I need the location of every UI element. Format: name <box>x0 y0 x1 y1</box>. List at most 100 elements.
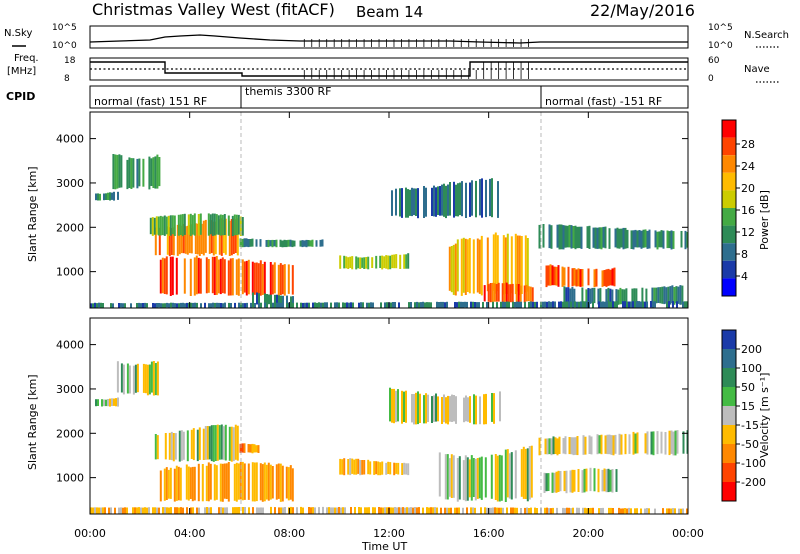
power-cell <box>239 238 242 247</box>
velocity-cell <box>95 399 97 407</box>
power-cell <box>299 240 302 247</box>
power-cell <box>379 255 382 268</box>
velocity-cell <box>355 458 358 475</box>
velocity-cell <box>474 458 477 501</box>
velocity-cell <box>544 507 546 514</box>
velocity-cell <box>640 508 642 514</box>
power-cell <box>100 302 102 308</box>
velocity-cell <box>582 507 584 514</box>
velocity-cell <box>676 430 679 454</box>
power-cell <box>524 235 527 293</box>
velocity-cell <box>389 387 391 422</box>
power-cell <box>210 220 213 254</box>
power-cell <box>443 183 445 217</box>
power-cell <box>638 230 641 248</box>
y-tick-label: 3000 <box>56 177 84 190</box>
velocity-cell <box>287 467 290 501</box>
colorbar-swatch <box>722 330 736 349</box>
velocity-cell <box>440 507 442 514</box>
power-cell <box>258 303 260 308</box>
velocity-cell <box>458 456 461 500</box>
velocity-cell <box>636 432 639 454</box>
velocity-cell <box>277 463 280 499</box>
power-cell <box>681 285 684 305</box>
velocity-cell <box>154 434 157 460</box>
velocity-cell <box>538 437 541 456</box>
velocity-cell <box>584 436 587 455</box>
power-cell <box>221 214 224 236</box>
power-cell <box>281 240 284 248</box>
velocity-cell <box>280 507 282 514</box>
velocity-cell <box>256 507 258 514</box>
power-cell <box>464 301 466 308</box>
power-cell <box>567 287 570 305</box>
x-tick-label: 16:00 <box>473 527 505 540</box>
power-cell <box>575 269 578 287</box>
power-cell <box>154 156 157 189</box>
velocity-cell <box>187 466 190 501</box>
power-cell <box>578 226 581 249</box>
velocity-cell <box>566 507 568 514</box>
power-cell <box>211 256 214 294</box>
power-cell <box>514 302 516 308</box>
power-cell <box>347 257 350 269</box>
velocity-cell <box>224 507 226 514</box>
velocity-y-ticks: 4000 3000 2000 1000 <box>56 339 688 485</box>
velocity-cell <box>253 444 256 453</box>
power-cell <box>558 224 561 250</box>
power-cell <box>150 158 153 186</box>
velocity-cell <box>140 507 142 514</box>
power-cell <box>626 301 628 308</box>
colorbar-swatch <box>722 260 736 279</box>
power-cell <box>593 269 596 288</box>
velocity-cell <box>101 399 103 407</box>
power-cell <box>231 215 234 237</box>
velocity-cell <box>556 507 558 514</box>
velocity-cell <box>423 395 425 424</box>
power-cell <box>156 154 159 189</box>
power-cell <box>367 256 370 270</box>
power-cell <box>481 178 483 218</box>
velocity-cell <box>214 425 217 461</box>
power-cell <box>562 301 564 308</box>
power-cell <box>130 158 133 189</box>
velocity-cell <box>474 507 476 514</box>
power-cell <box>275 239 278 248</box>
velocity-cell <box>431 396 433 423</box>
power-cell <box>107 192 109 200</box>
power-cell <box>613 267 616 287</box>
power-panel: 4000 3000 2000 1000 Slant Range [km] <box>26 111 689 309</box>
colorbar-tick-label: 28 <box>741 138 755 151</box>
power-cell <box>126 159 129 190</box>
power-cell <box>686 301 688 308</box>
power-cell <box>418 302 420 308</box>
power-cell <box>365 257 368 269</box>
power-cell <box>163 258 166 294</box>
power-cell <box>454 302 456 308</box>
power-cell <box>360 302 362 308</box>
power-cell <box>572 226 575 249</box>
power-cell <box>218 302 220 308</box>
power-cell <box>351 256 354 270</box>
power-cell <box>276 294 278 305</box>
velocity-cell <box>224 424 227 461</box>
velocity-cell <box>672 431 675 456</box>
velocity-cell <box>146 507 148 514</box>
velocity-cell <box>343 458 346 476</box>
power-cell <box>460 238 463 296</box>
power-cell <box>544 301 546 308</box>
power-cell <box>169 256 172 296</box>
power-cell <box>586 301 588 308</box>
velocity-cell <box>565 470 568 494</box>
velocity-cell <box>308 507 310 514</box>
velocity-cell <box>428 507 430 514</box>
velocity-cell <box>168 432 171 460</box>
velocity-cell <box>97 399 99 406</box>
power-cell <box>489 283 492 303</box>
velocity-cell <box>201 464 204 502</box>
power-cell <box>182 224 185 254</box>
velocity-cell <box>230 426 233 462</box>
velocity-cell <box>204 507 206 514</box>
velocity-cell <box>113 398 115 406</box>
power-cell <box>291 240 294 248</box>
